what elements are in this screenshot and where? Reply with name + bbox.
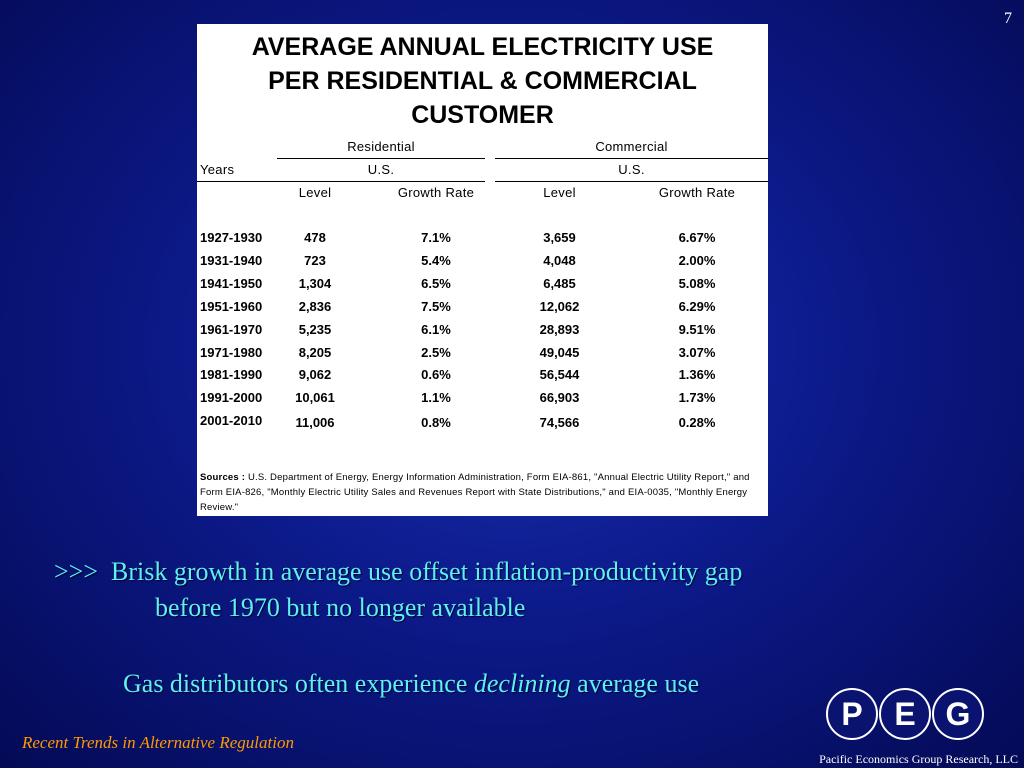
- logo-letter-g: G: [932, 688, 984, 740]
- cell-years: 1991-2000: [200, 390, 263, 405]
- bullet-1-prefix: >>>: [54, 557, 98, 586]
- commercial-rule: [495, 158, 768, 159]
- bullet-2: Gas distributors often experience declin…: [123, 669, 699, 699]
- region-commercial: U.S.: [618, 162, 645, 177]
- cell-com-level: 4,048: [543, 253, 576, 268]
- cell-res-level: 1,304: [298, 276, 332, 291]
- cell-com-level: 3,659: [543, 230, 576, 245]
- cell-years: 1961-1970: [200, 322, 263, 337]
- bullet-1-line-1: >>> Brisk growth in average use offset i…: [54, 557, 742, 587]
- cell-com-growth: 6.29%: [678, 299, 716, 314]
- table-title-line-3: CUSTOMER: [411, 101, 554, 129]
- table-row: 1981-1990 9,062 0.6% 56,544 1.36%: [197, 367, 768, 389]
- table-row: 1991-2000 10,061 1.1% 66,903 1.73%: [197, 390, 768, 412]
- cell-res-growth: 7.5%: [421, 299, 451, 314]
- col-header-com-growth: Growth Rate: [658, 185, 736, 200]
- years-rule: [197, 181, 485, 182]
- cell-res-growth: 1.1%: [421, 390, 451, 405]
- commercial-region-rule: [495, 181, 768, 182]
- cell-com-growth: 6.67%: [678, 230, 716, 245]
- cell-com-growth: 1.36%: [678, 367, 716, 382]
- cell-years: 1941-1950: [200, 276, 263, 291]
- table-title: AVERAGE ANNUAL ELECTRICITY USE PER RESID…: [197, 30, 768, 132]
- sources-label: Sources: [200, 472, 239, 483]
- cell-com-level: 49,045: [539, 345, 580, 360]
- data-table-panel: AVERAGE ANNUAL ELECTRICITY USE PER RESID…: [197, 24, 768, 516]
- sources-text: U.S. Department of Energy, Energy Inform…: [200, 472, 750, 513]
- cell-years: 1951-1960: [200, 299, 263, 314]
- bullet-1-line-2: before 1970 but no longer available: [155, 593, 526, 622]
- cell-com-growth: 5.08%: [678, 276, 716, 291]
- table-row: 1961-1970 5,235 6.1% 28,893 9.51%: [197, 322, 768, 344]
- region-residential: U.S.: [367, 162, 395, 177]
- col-header-com-level: Level: [543, 185, 576, 200]
- cell-years: 1931-1940: [200, 253, 263, 268]
- col-header-res-growth: Growth Rate: [397, 185, 475, 200]
- cell-res-level: 723: [304, 253, 326, 268]
- peg-logo: P E G: [826, 688, 984, 744]
- bullet-2-before: Gas distributors often experience: [123, 669, 474, 698]
- cell-com-growth: 0.28%: [678, 415, 716, 430]
- cell-com-level: 12,062: [539, 299, 580, 314]
- cell-com-growth: 2.00%: [678, 253, 716, 268]
- cell-years: 1927-1930: [200, 230, 263, 245]
- cell-res-growth: 2.5%: [421, 345, 451, 360]
- cell-com-growth: 1.73%: [678, 390, 716, 405]
- cell-res-level: 2,836: [298, 299, 332, 314]
- cell-res-level: 9,062: [298, 367, 332, 382]
- cell-res-level: 8,205: [298, 345, 332, 360]
- table-row: 2001-2010 11,006 0.8% 74,566 0.28%: [197, 413, 768, 435]
- cell-res-level: 478: [304, 230, 326, 245]
- bullet-1-text: Brisk growth in average use offset infla…: [111, 557, 743, 586]
- cell-com-growth: 9.51%: [678, 322, 716, 337]
- group-label-residential: Residential: [347, 139, 415, 154]
- residential-rule: [277, 158, 485, 159]
- table-row: 1927-1930 478 7.1% 3,659 6.67%: [197, 230, 768, 252]
- cell-com-growth: 3.07%: [678, 345, 716, 360]
- cell-res-growth: 0.8%: [421, 415, 451, 430]
- table-title-line-2: PER RESIDENTIAL & COMMERCIAL: [268, 67, 697, 95]
- cell-res-level: 11,006: [295, 415, 335, 430]
- footer-company-name: Pacific Economics Group Research, LLC: [819, 752, 1018, 766]
- cell-res-growth: 0.6%: [421, 367, 451, 382]
- footer-presentation-title: Recent Trends in Alternative Regulation: [22, 733, 294, 752]
- cell-years: 1971-1980: [200, 345, 263, 360]
- cell-com-level: 6,485: [543, 276, 576, 291]
- cell-res-growth: 6.5%: [421, 276, 451, 291]
- cell-res-level: 5,235: [298, 322, 332, 337]
- cell-com-level: 66,903: [539, 390, 580, 405]
- cell-com-level: 74,566: [539, 415, 580, 430]
- cell-res-growth: 6.1%: [421, 322, 451, 337]
- sources-note: Sources : U.S. Department of Energy, Ene…: [200, 472, 750, 513]
- cell-com-level: 28,893: [539, 322, 580, 337]
- logo-letter-p: P: [826, 688, 878, 740]
- cell-res-growth: 5.4%: [421, 253, 451, 268]
- table-title-line-1: AVERAGE ANNUAL ELECTRICITY USE: [251, 33, 714, 61]
- table-row: 1951-1960 2,836 7.5% 12,062 6.29%: [197, 299, 768, 321]
- years-header: Years: [200, 162, 235, 177]
- bullet-2-after: average use: [570, 669, 700, 698]
- slide-number: 7: [1004, 10, 1012, 27]
- cell-years: 1981-1990: [200, 367, 263, 382]
- table-row: 1971-1980 8,205 2.5% 49,045 3.07%: [197, 345, 768, 367]
- cell-res-growth: 7.1%: [421, 230, 451, 245]
- cell-years: 2001-2010: [200, 413, 263, 428]
- table-row: 1941-1950 1,304 6.5% 6,485 5.08%: [197, 276, 768, 298]
- bullet-2-emphasis: declining: [473, 669, 571, 698]
- col-header-res-level: Level: [298, 185, 332, 200]
- logo-letter-e: E: [879, 688, 931, 740]
- cell-res-level: 10,061: [295, 390, 335, 405]
- table-row: 1931-1940 723 5.4% 4,048 2.00%: [197, 253, 768, 275]
- cell-com-level: 56,544: [539, 367, 580, 382]
- group-label-commercial: Commercial: [595, 139, 668, 154]
